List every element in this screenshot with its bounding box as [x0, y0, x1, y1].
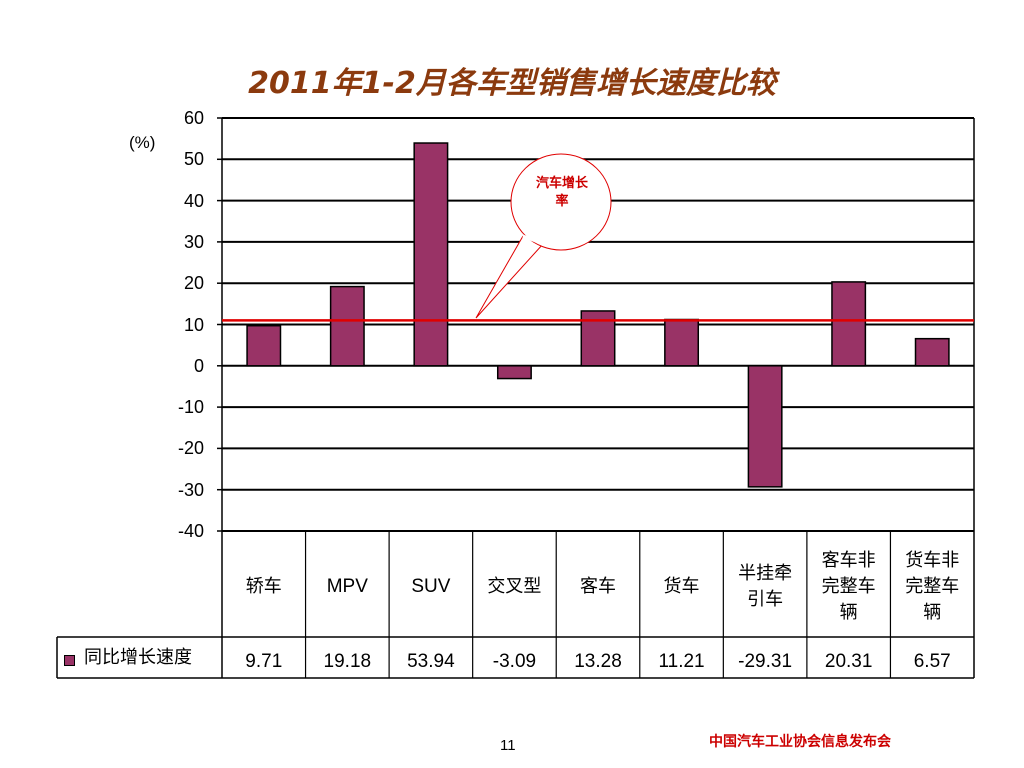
data-table-cell: 11.21: [658, 651, 705, 672]
y-tick-label: 20: [183, 273, 204, 294]
category-label: SUV: [411, 576, 451, 597]
category-label: 客车: [579, 576, 616, 597]
bar-3: [413, 142, 449, 367]
callout-bubble: [510, 153, 612, 251]
y-tick-label: 10: [183, 314, 204, 335]
category-label: 半挂牵引车: [738, 563, 793, 610]
y-tick-label: -30: [177, 479, 204, 500]
data-table-cell: 13.28: [574, 651, 622, 672]
organization-footer: 中国汽车工业协会信息发布会: [709, 734, 891, 750]
category-label: 轿车: [245, 576, 282, 597]
page-number: 11: [500, 737, 516, 754]
y-tick-label: 30: [183, 231, 204, 252]
data-table-cell: 6.57: [913, 651, 951, 672]
y-axis-unit-label: (%): [129, 133, 156, 152]
y-tick-label: 50: [183, 149, 204, 170]
callout-pointer: [475, 235, 544, 319]
category-label: 货车: [663, 576, 700, 597]
category-label: MPV: [326, 576, 368, 597]
callout-label: 汽车增长率: [535, 176, 588, 209]
y-tick-label: -20: [177, 438, 204, 459]
y-tick-label: 60: [183, 108, 204, 128]
bar-2: [329, 285, 365, 367]
bar-8: [831, 281, 867, 367]
data-table-cell: 20.31: [824, 651, 873, 672]
bar-1: [246, 324, 282, 367]
data-table-cell: -29.31: [738, 651, 793, 672]
bar-6: [664, 318, 700, 367]
bar-7: [747, 365, 783, 488]
bar-9: [914, 337, 950, 367]
y-tick-label: -40: [177, 521, 204, 541]
category-label: 交叉型: [487, 576, 542, 597]
data-table-cell: 19.18: [323, 651, 372, 672]
y-tick-label: 0: [193, 355, 204, 376]
y-tick-label: 40: [183, 190, 204, 211]
chart-title: 2011年1-2月各车型销售增长速度比较: [248, 66, 776, 101]
legend-series-label: 同比增长速度: [84, 647, 192, 668]
bar-4: [496, 365, 532, 380]
data-table-cell: 9.71: [245, 651, 283, 672]
category-label: 客车非完整车辆: [821, 550, 876, 623]
y-tick-label: -10: [177, 397, 204, 418]
data-table-cell: 53.94: [407, 651, 455, 672]
legend-color-swatch: [64, 655, 75, 666]
category-label: 货车非完整车辆: [905, 550, 960, 623]
data-table-cell: -3.09: [492, 651, 537, 672]
